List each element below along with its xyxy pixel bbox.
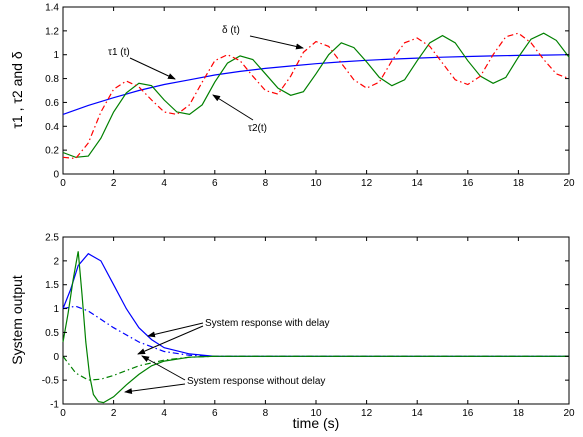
bottom-x-tick-label-7: 14 <box>412 408 424 419</box>
top-x-tick-label-1: 2 <box>111 178 117 189</box>
bottom-y-tick-label-7: 2.5 <box>45 233 59 244</box>
bottom-y-axis-label: System output <box>9 275 25 365</box>
top-x-tick-label-5: 10 <box>310 178 322 189</box>
bottom-series-group <box>62 251 569 404</box>
annotation-tau1: τ1 (t) <box>108 47 130 58</box>
top-chart: 0 2 4 6 8 10 12 14 16 18 20 0 0.2 0.4 0.6 0.8 1 1.2 1.4 τ… <box>9 3 575 190</box>
top-x-tick-label-10: 20 <box>563 178 575 189</box>
top-y-tick-label-2: 0.4 <box>45 122 59 133</box>
top-y-tick-label-6: 1.2 <box>45 26 59 37</box>
top-y-tick-label-3: 0.6 <box>45 98 59 109</box>
top-x-tick-label-2: 4 <box>161 178 167 189</box>
bottom-y-tick-label-5: 1.5 <box>45 280 59 291</box>
top-y-axis-label: τ1 , τ2 and δ <box>9 51 25 128</box>
top-x-ticks: 0 2 4 6 8 10 12 14 16 18 20 <box>60 7 575 189</box>
bottom-x-tick-label-10: 20 <box>563 408 575 419</box>
bottom-plot-area <box>62 236 570 405</box>
bottom-x-tick-label-2: 4 <box>161 408 167 419</box>
top-x-tick-label-7: 14 <box>412 178 424 189</box>
annotation-delta-arrow <box>249 35 304 50</box>
top-series-line-1 <box>62 32 570 158</box>
annotation-tau2-arrow <box>212 94 254 121</box>
top-x-tick-label-0: 0 <box>60 178 66 189</box>
bottom-x-tick-label-8: 16 <box>462 408 474 419</box>
bottom-y-tick-label-4: 1 <box>53 304 59 315</box>
bottom-x-tick-label-0: 0 <box>60 408 66 419</box>
top-y-tick-label-4: 0.8 <box>45 74 59 85</box>
bottom-chart: 0 2 4 6 8 10 12 14 16 18 20 -1 -0.5 0 0.5 1 1.5 2 2.5 Sys… <box>9 233 575 432</box>
bottom-x-tick-label-5: 10 <box>310 408 322 419</box>
top-series-group <box>62 32 570 160</box>
annotation-with-delay-arrow-1 <box>147 322 204 338</box>
top-x-tick-label-3: 6 <box>212 178 218 189</box>
bottom-y-tick-label-0: -1 <box>50 400 59 411</box>
bottom-x-tick-label-4: 8 <box>263 408 269 419</box>
top-series-line-0 <box>62 54 570 115</box>
top-x-tick-label-6: 12 <box>361 178 373 189</box>
annotation-tau2: τ2(t) <box>248 123 267 134</box>
bottom-series-line-1 <box>62 305 569 357</box>
annotation-delta: δ (t) <box>222 25 240 36</box>
bottom-x-ticks: 0 2 4 6 8 10 12 14 16 18 20 <box>60 237 575 419</box>
bottom-series-line-2 <box>62 251 569 404</box>
top-y-tick-label-5: 1 <box>53 50 59 61</box>
bottom-y-tick-label-6: 2 <box>53 256 59 267</box>
bottom-y-tick-label-2: 0 <box>53 352 59 363</box>
bottom-x-tick-label-9: 18 <box>513 408 525 419</box>
bottom-x-tick-label-6: 12 <box>361 408 373 419</box>
bottom-y-tick-label-1: -0.5 <box>42 376 60 387</box>
bottom-x-tick-label-1: 2 <box>111 408 117 419</box>
top-x-tick-label-4: 8 <box>263 178 269 189</box>
annotation-without-delay-arrow-2 <box>124 383 186 395</box>
bottom-x-tick-label-3: 6 <box>212 408 218 419</box>
top-x-tick-label-9: 18 <box>513 178 525 189</box>
top-y-tick-label-0: 0 <box>53 170 59 181</box>
top-y-tick-label-7: 1.4 <box>45 3 59 14</box>
annotation-without-delay: System response without delay <box>187 376 325 387</box>
bottom-x-axis-label: time (s) <box>293 415 340 431</box>
top-series-line-2 <box>62 32 570 160</box>
top-y-tick-label-1: 0.2 <box>45 146 59 157</box>
annotation-with-delay-arrow-2 <box>137 325 204 355</box>
bottom-y-tick-label-3: 0.5 <box>45 328 59 339</box>
bottom-y-ticks: -1 -0.5 0 0.5 1 1.5 2 2.5 <box>42 233 569 411</box>
annotation-with-delay: System response with delay <box>205 318 330 329</box>
top-plot-area <box>62 6 570 175</box>
bottom-series-line-3 <box>62 355 569 381</box>
annotation-tau1-arrow <box>129 57 176 80</box>
top-y-ticks: 0 0.2 0.4 0.6 0.8 1 1.2 1.4 <box>45 3 569 181</box>
top-x-tick-label-8: 16 <box>462 178 474 189</box>
annotation-without-delay-arrow-1 <box>141 355 186 381</box>
